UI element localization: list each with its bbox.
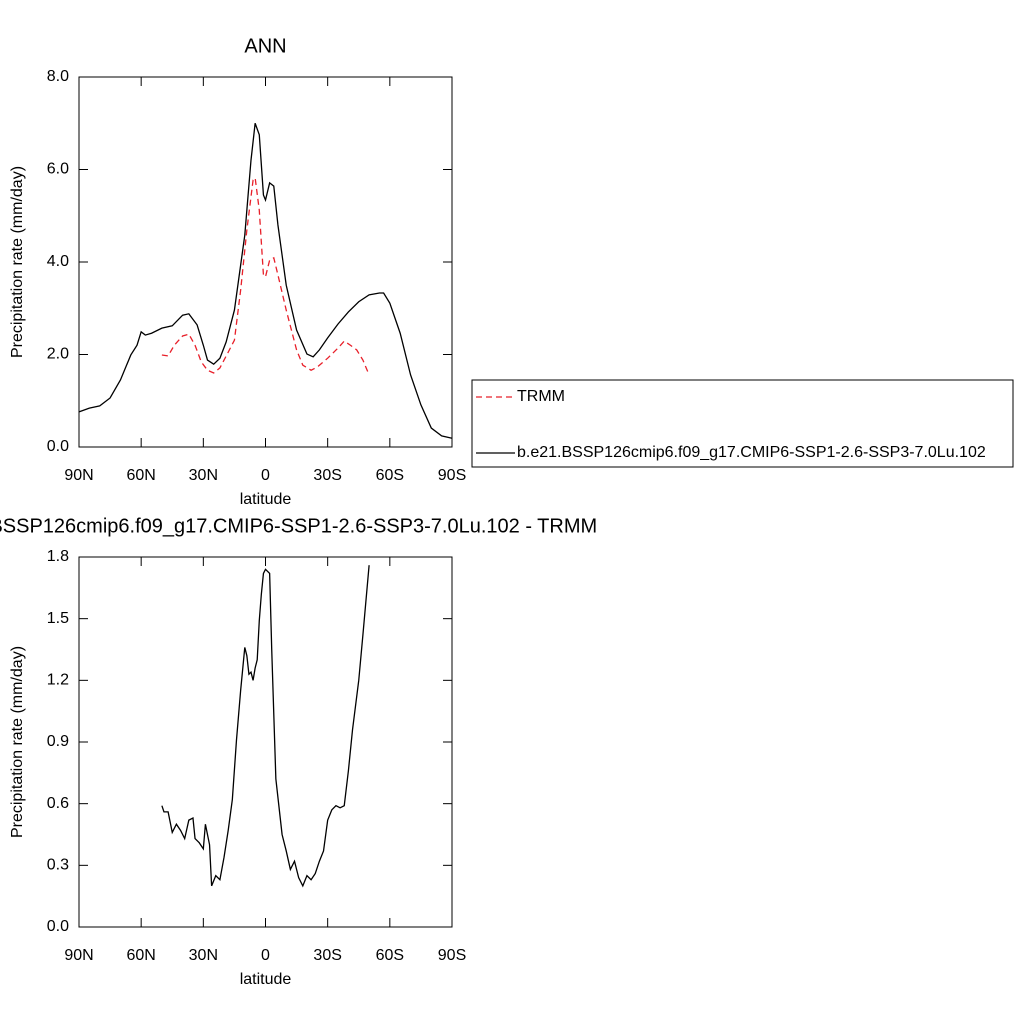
y-axis-label: Precipitation rate (mm/day) bbox=[9, 166, 26, 358]
x-tick-label: 90S bbox=[438, 947, 466, 964]
x-tick-label: 30N bbox=[189, 467, 218, 484]
x-tick-label: 30N bbox=[189, 947, 218, 964]
x-axis-label: latitude bbox=[240, 971, 292, 988]
x-tick-label: 90N bbox=[64, 947, 93, 964]
y-tick-label: 8.0 bbox=[47, 68, 69, 85]
y-tick-label: 1.8 bbox=[47, 548, 69, 565]
y-tick-label: 4.0 bbox=[47, 253, 69, 270]
x-tick-label: 60S bbox=[376, 947, 404, 964]
data-line bbox=[161, 565, 370, 888]
y-tick-label: 0.3 bbox=[47, 857, 69, 874]
y-tick-label: 0.0 bbox=[47, 438, 69, 455]
legend-label: b.e21.BSSP126cmip6.f09_g17.CMIP6-SSP1-2.… bbox=[517, 444, 986, 461]
x-tick-label: 60N bbox=[126, 947, 155, 964]
x-tick-label: 30S bbox=[313, 947, 341, 964]
data-line bbox=[78, 123, 453, 439]
y-tick-label: 2.0 bbox=[47, 346, 69, 363]
data-line bbox=[161, 176, 370, 376]
y-tick-label: 1.2 bbox=[47, 672, 69, 689]
x-tick-label: 0 bbox=[261, 467, 270, 484]
chart-title: b.e21.BSSP126cmip6.f09_g17.CMIP6-SSP1-2.… bbox=[0, 515, 597, 537]
y-tick-label: 6.0 bbox=[47, 161, 69, 178]
y-tick-label: 0.9 bbox=[47, 733, 69, 750]
legend-box bbox=[471, 379, 1014, 468]
legend-label: TRMM bbox=[517, 388, 565, 405]
chart-title: ANN bbox=[244, 35, 286, 57]
y-tick-label: 1.5 bbox=[47, 610, 69, 627]
x-tick-label: 60N bbox=[126, 467, 155, 484]
x-axis-label: latitude bbox=[240, 491, 292, 508]
x-tick-label: 90S bbox=[438, 467, 466, 484]
y-axis-label: Precipitation rate (mm/day) bbox=[9, 646, 26, 838]
x-tick-label: 30S bbox=[313, 467, 341, 484]
x-tick-label: 0 bbox=[261, 947, 270, 964]
x-tick-label: 60S bbox=[376, 467, 404, 484]
y-tick-label: 0.6 bbox=[47, 795, 69, 812]
x-tick-label: 90N bbox=[64, 467, 93, 484]
y-tick-label: 0.0 bbox=[47, 918, 69, 935]
plot-frame bbox=[78, 76, 453, 448]
plot-frame bbox=[78, 556, 453, 928]
